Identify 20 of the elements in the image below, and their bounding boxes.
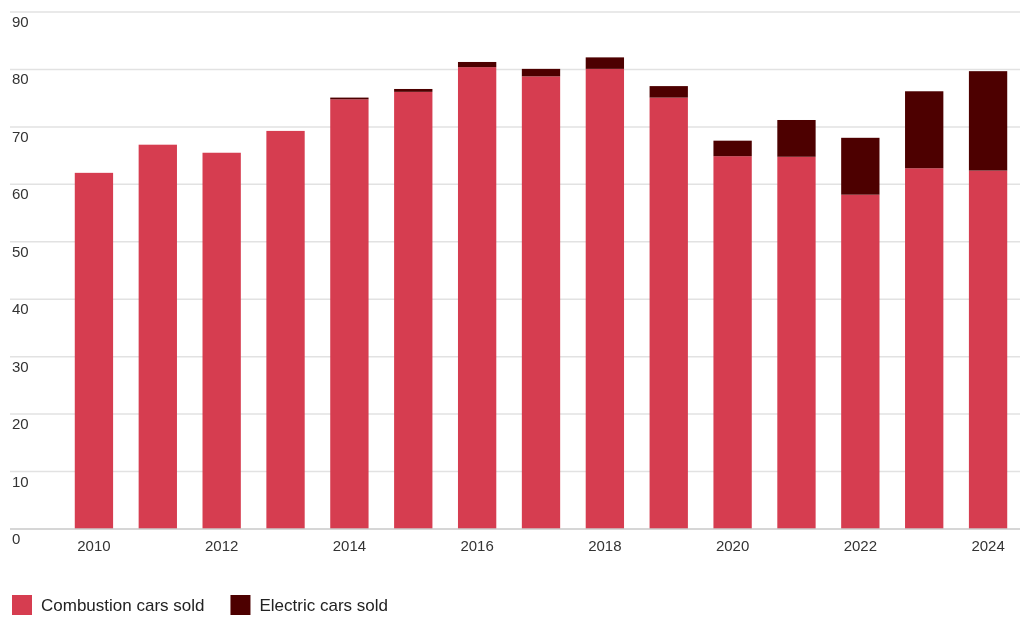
x-tick-label: 2016: [460, 537, 494, 554]
y-tick-label: 70: [12, 127, 29, 145]
legend-label: Combustion cars sold: [41, 596, 205, 615]
x-tick-label: 2024: [971, 537, 1005, 554]
x-tick-label: 2010: [77, 537, 111, 554]
x-tick-label: 2020: [715, 537, 750, 554]
y-tick-label: 30: [12, 357, 29, 375]
y-tick-label: 0: [12, 530, 21, 547]
x-tick-label: 2014: [332, 537, 367, 554]
y-tick-label: 50: [12, 242, 29, 260]
y-tick-label: 20: [12, 415, 29, 433]
x-tick-label: 2018: [588, 537, 622, 554]
y-tick-label: 60: [12, 185, 29, 203]
x-tick-label: 2022: [843, 537, 878, 554]
y-tick-label: 10: [12, 472, 29, 490]
legend-label: Electric cars sold: [259, 596, 388, 615]
y-tick-label: 40: [12, 300, 29, 318]
y-tick-label: 90: [12, 13, 29, 30]
y-tick-label: 80: [12, 70, 29, 88]
x-tick-label: 2012: [204, 537, 239, 554]
